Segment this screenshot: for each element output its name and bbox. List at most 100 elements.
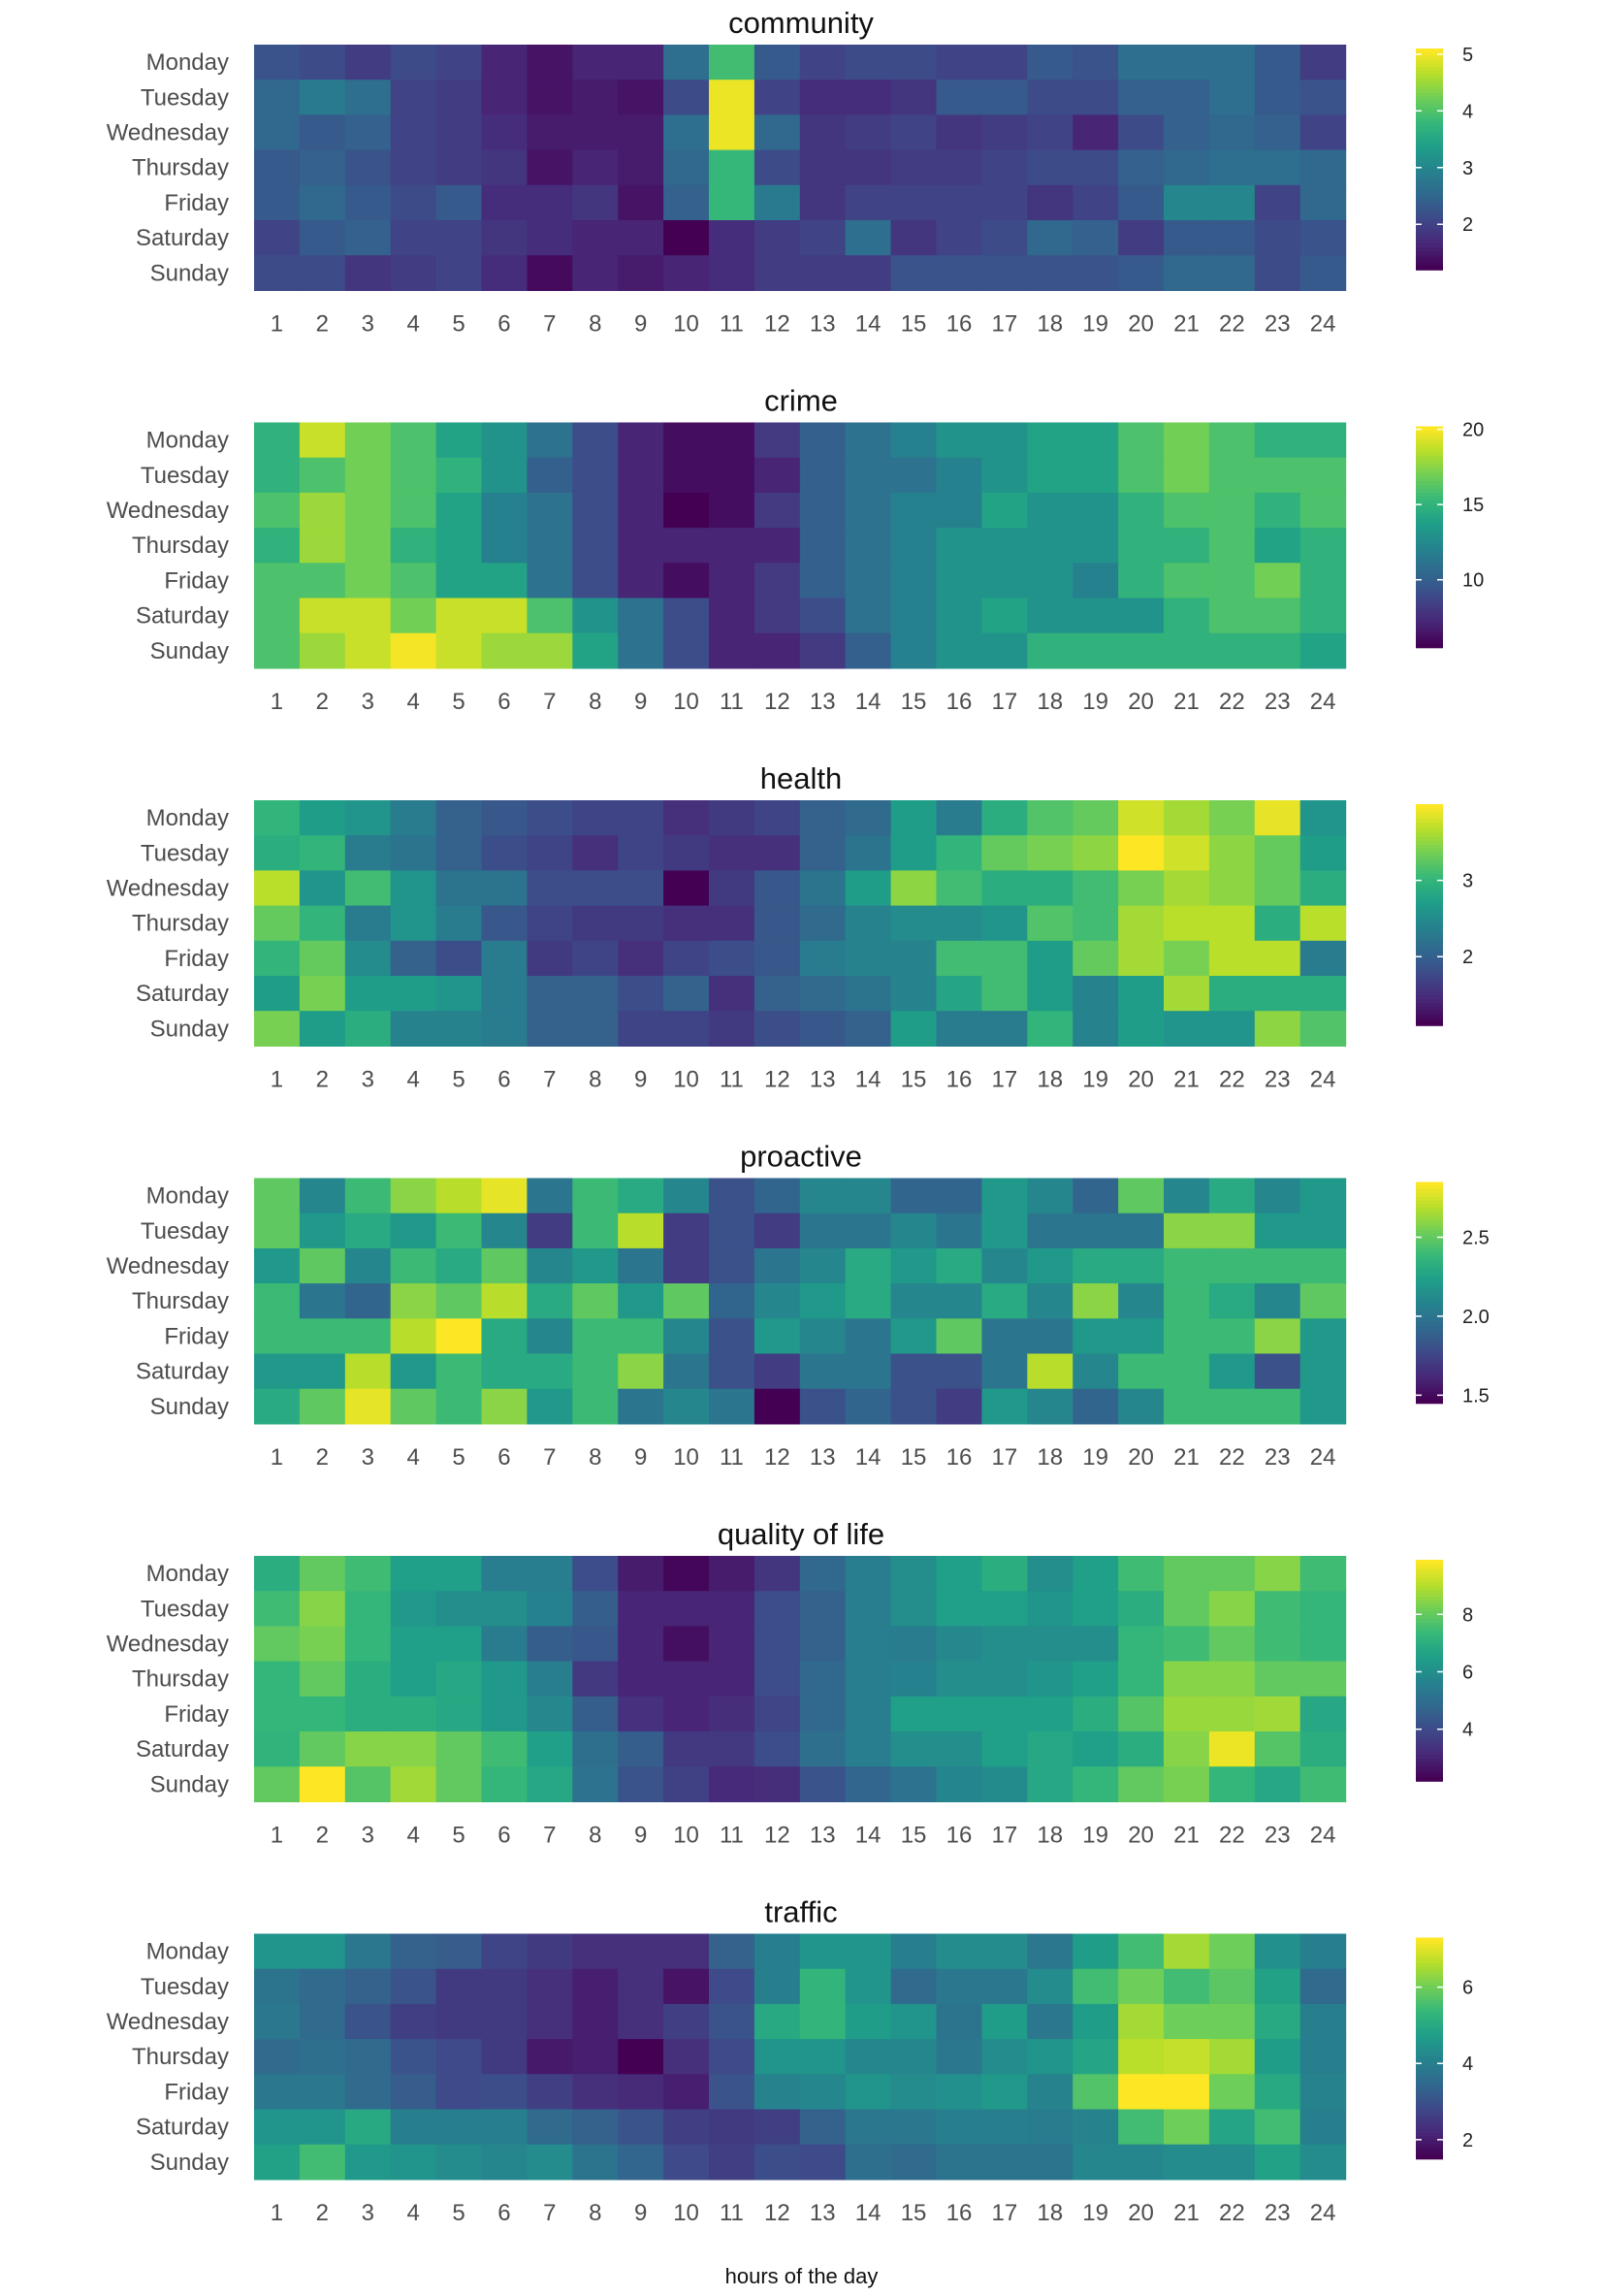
heatmap-cell: [1208, 940, 1256, 977]
heatmap-cell: [572, 528, 619, 564]
heatmap-cell: [936, 457, 982, 494]
heatmap-cell: [618, 1591, 664, 1627]
legend-gradient-segment: [1416, 170, 1443, 175]
legend-gradient-segment: [1416, 2129, 1443, 2134]
heatmap-cell: [936, 1766, 982, 1802]
heatmap-cell: [572, 1696, 619, 1732]
heatmap-cell: [572, 632, 619, 669]
heatmap-cell: [481, 80, 528, 115]
y-tick-label: Friday: [164, 1701, 229, 1728]
heatmap-cell: [1118, 940, 1165, 977]
heatmap-cell: [1208, 1556, 1256, 1592]
heatmap-cell: [618, 457, 664, 494]
heatmap-cell: [1164, 1766, 1210, 1802]
legend-gradient-segment: [1416, 481, 1443, 487]
legend-gradient-segment: [1416, 1593, 1443, 1598]
x-tick-label: 7: [543, 1066, 556, 1092]
heatmap-cell: [845, 422, 892, 459]
heatmap-cell: [1027, 1933, 1074, 1970]
heatmap-cell: [254, 1626, 301, 1663]
heatmap-cell: [1027, 1591, 1074, 1627]
heatmap-cell: [845, 940, 892, 977]
heatmap-cell: [299, 598, 346, 634]
legend-gradient-segment: [1416, 929, 1443, 934]
x-tick-label: 22: [1219, 2200, 1245, 2226]
legend-gradient-segment: [1416, 489, 1443, 494]
legend-gradient-segment: [1416, 811, 1443, 817]
heatmap-cell: [299, 492, 346, 529]
x-tick-label: 16: [946, 1066, 973, 1092]
heatmap-cell: [1254, 45, 1301, 81]
x-tick-label: 23: [1265, 1444, 1291, 1471]
heatmap-cell: [527, 835, 573, 871]
heatmap-cell: [799, 1661, 847, 1698]
x-tick-label: 24: [1310, 2200, 1336, 2226]
heatmap-cell: [753, 2074, 801, 2111]
legend-gradient-segment: [1416, 2033, 1443, 2038]
legend-gradient-segment: [1416, 141, 1443, 146]
heatmap-cell: [753, 800, 801, 836]
heatmap-cell: [481, 422, 528, 459]
heatmap-cell: [344, 457, 392, 494]
heatmap-cell: [1073, 2109, 1119, 2146]
legend-gradient-segment: [1416, 2092, 1443, 2097]
heatmap-cell: [936, 2003, 982, 2040]
heatmap-cell: [344, 1661, 392, 1698]
x-tick-label: 17: [991, 1822, 1017, 1848]
legend-gradient-segment: [1416, 1288, 1443, 1294]
heatmap-cell: [299, 632, 346, 669]
heatmap-cell: [1254, 1283, 1301, 1319]
legend-gradient-segment: [1416, 1014, 1443, 1019]
heatmap-cell: [572, 1388, 619, 1425]
heatmap-cell: [435, 149, 483, 186]
heatmap-cell: [1027, 422, 1074, 459]
heatmap-cell: [936, 149, 982, 186]
heatmap-cell: [753, 940, 801, 977]
heatmap-cell: [799, 1011, 847, 1047]
heatmap-cell: [663, 422, 710, 459]
x-tick-label: 12: [764, 1444, 790, 1471]
heatmap-cell: [1027, 1766, 1074, 1802]
heatmap-cell: [753, 114, 801, 151]
heatmap-cell: [390, 2074, 437, 2111]
legend-gradient-segment: [1416, 2044, 1443, 2050]
legend-gradient-segment: [1416, 2007, 1443, 2013]
heatmap-cell: [435, 45, 483, 81]
legend-gradient-segment: [1416, 114, 1443, 119]
heatmap-cell: [572, 1318, 619, 1355]
heatmap-cell: [527, 976, 573, 1012]
heatmap-cell: [1208, 1933, 1256, 1970]
legend-gradient-segment: [1416, 1200, 1443, 1206]
legend-gradient-segment: [1416, 1574, 1443, 1579]
legend-gradient-segment: [1416, 584, 1443, 590]
legend-gradient-segment: [1416, 1251, 1443, 1257]
heatmap-cell: [936, 114, 982, 151]
legend-gradient-segment: [1416, 188, 1443, 193]
heatmap-cell: [1118, 1661, 1165, 1698]
heatmap-cell: [1073, 2144, 1119, 2181]
legend-gradient-segment: [1416, 999, 1443, 1004]
legend-gradient-segment: [1416, 1233, 1443, 1239]
heatmap-cell: [572, 1626, 619, 1663]
legend-gradient-segment: [1416, 1729, 1443, 1734]
heatmap-cell: [1299, 1591, 1347, 1627]
heatmap-cell: [527, 2109, 573, 2146]
heatmap-cell: [981, 2003, 1028, 2040]
heatmap-cell: [344, 1591, 392, 1627]
legend-gradient-segment: [1416, 500, 1443, 505]
heatmap-cell: [1073, 940, 1119, 977]
x-tick-label: 20: [1128, 2200, 1154, 2226]
heatmap-cell: [618, 1213, 664, 1249]
heatmap-cell: [1299, 1933, 1347, 1970]
heatmap-cell: [1254, 492, 1301, 529]
heatmap-cell: [481, 1388, 528, 1425]
heatmap-cell: [390, 1318, 437, 1355]
heatmap-cell: [1118, 1178, 1165, 1214]
heatmap-cell: [709, 45, 755, 81]
heatmap-cell: [799, 255, 847, 291]
legend-gradient-segment: [1416, 885, 1443, 890]
heatmap-cell: [435, 1011, 483, 1047]
heatmap-cell: [845, 45, 892, 81]
heatmap-cell: [845, 1696, 892, 1732]
heatmap-cell: [845, 1626, 892, 1663]
